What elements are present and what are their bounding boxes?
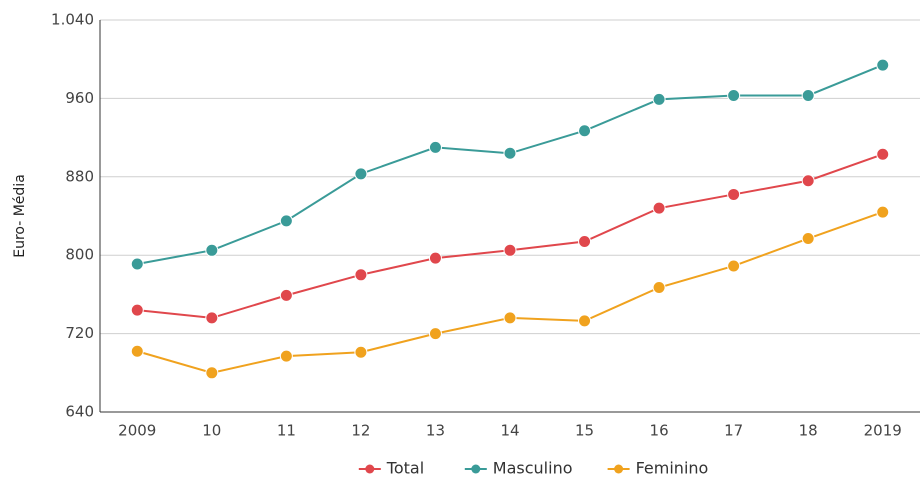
x-tick-label: 13 bbox=[426, 422, 445, 440]
data-point bbox=[727, 259, 741, 273]
data-point bbox=[205, 243, 219, 257]
x-tick-label: 18 bbox=[799, 422, 818, 440]
data-point bbox=[578, 314, 592, 328]
data-point bbox=[801, 174, 815, 188]
data-point bbox=[876, 58, 890, 72]
data-point bbox=[130, 257, 144, 271]
data-point bbox=[503, 146, 517, 160]
legend-marker bbox=[614, 464, 624, 474]
data-point bbox=[354, 268, 368, 282]
y-tick-label: 960 bbox=[65, 89, 94, 107]
x-tick-label: 2009 bbox=[118, 422, 156, 440]
legend-label: Total bbox=[386, 459, 424, 478]
data-point bbox=[652, 281, 666, 295]
y-tick-label: 800 bbox=[65, 246, 94, 264]
data-point bbox=[652, 92, 666, 106]
data-point bbox=[279, 288, 293, 302]
x-tick-label: 14 bbox=[500, 422, 519, 440]
series-line bbox=[137, 64, 884, 266]
data-point bbox=[727, 187, 741, 201]
data-point bbox=[354, 345, 368, 359]
data-point bbox=[354, 167, 368, 181]
legend-label: Masculino bbox=[493, 459, 573, 478]
x-tick-label: 11 bbox=[277, 422, 296, 440]
data-point bbox=[279, 349, 293, 363]
data-point bbox=[503, 243, 517, 257]
x-tick-label: 15 bbox=[575, 422, 594, 440]
data-point bbox=[727, 88, 741, 102]
y-tick-label: 1.040 bbox=[51, 11, 94, 29]
data-point bbox=[205, 311, 219, 325]
data-point bbox=[205, 366, 219, 380]
data-point bbox=[652, 201, 666, 215]
x-tick-label: 12 bbox=[351, 422, 370, 440]
x-tick-label: 17 bbox=[724, 422, 743, 440]
x-tick-label: 2019 bbox=[864, 422, 902, 440]
data-point bbox=[130, 344, 144, 358]
data-point bbox=[876, 147, 890, 161]
y-axis-label: Euro- Média bbox=[12, 174, 28, 258]
data-point bbox=[428, 327, 442, 341]
y-tick-label: 720 bbox=[65, 324, 94, 342]
data-point bbox=[279, 214, 293, 228]
legend-marker bbox=[471, 464, 481, 474]
legend-label: Feminino bbox=[636, 459, 709, 478]
data-point bbox=[801, 88, 815, 102]
data-point bbox=[876, 205, 890, 219]
y-tick-label: 640 bbox=[65, 403, 94, 421]
data-point bbox=[503, 311, 517, 325]
x-tick-label: 10 bbox=[202, 422, 221, 440]
data-point bbox=[801, 232, 815, 246]
data-point bbox=[578, 234, 592, 248]
y-tick-label: 880 bbox=[65, 167, 94, 185]
x-tick-label: 16 bbox=[650, 422, 669, 440]
data-point bbox=[578, 124, 592, 138]
data-point bbox=[428, 251, 442, 265]
data-point bbox=[130, 303, 144, 317]
legend-marker bbox=[365, 464, 375, 474]
data-point bbox=[428, 140, 442, 154]
